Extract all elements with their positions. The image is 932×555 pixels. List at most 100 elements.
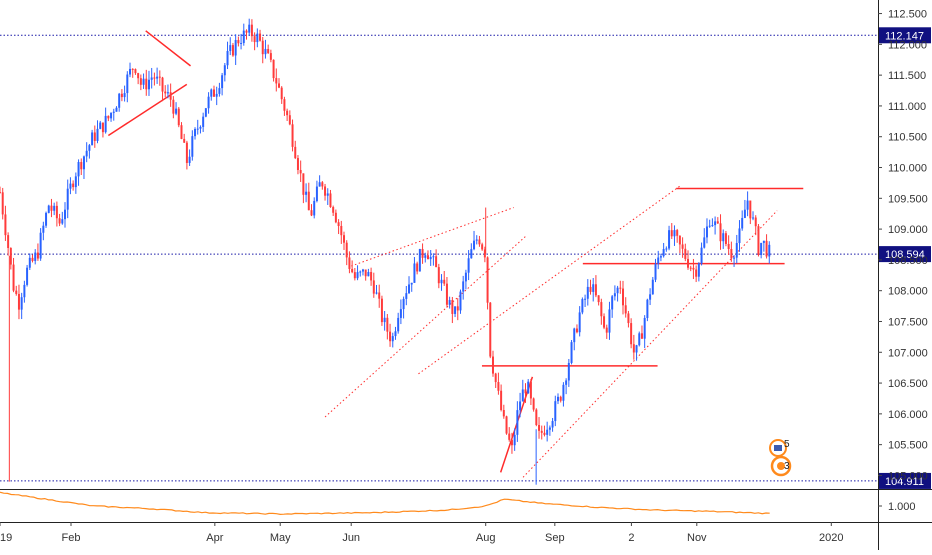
candle-body [494, 373, 497, 383]
candle-body [375, 292, 378, 294]
candle-body [164, 91, 167, 94]
candle-body [145, 78, 148, 90]
candle-body [318, 182, 321, 187]
candle-body [389, 331, 392, 342]
y-tick-label: 109.500 [888, 193, 928, 205]
candle-body [383, 317, 386, 323]
candle-body [627, 313, 630, 324]
candle-body [760, 242, 763, 255]
candle-body [705, 226, 708, 238]
candle-body [695, 269, 698, 277]
candle-body [622, 288, 625, 306]
dotted-trendline [418, 185, 681, 375]
candle-body [497, 382, 500, 391]
candle-body [529, 381, 532, 399]
candle-body [551, 421, 554, 428]
flag-canton [774, 445, 782, 451]
candle-body [107, 115, 110, 119]
candle-body [234, 40, 237, 56]
candle-body [489, 302, 492, 357]
candlestick-series [0, 18, 771, 485]
candle-body [291, 124, 294, 147]
candle-body [502, 409, 505, 417]
candle-body [687, 258, 690, 268]
candle-body [242, 30, 245, 43]
candle-body [670, 230, 673, 237]
candle-body [638, 333, 641, 346]
candle-body [229, 45, 232, 52]
event-badge[interactable]: 53 [769, 439, 792, 477]
drawn-trendlines [107, 30, 804, 478]
candle-body [367, 272, 370, 277]
candle-body [659, 256, 662, 258]
candle-body [611, 296, 614, 310]
candle-body [643, 317, 646, 339]
candle-body [80, 162, 83, 170]
candle-body [61, 219, 64, 224]
level-price-label: 104.911 [885, 476, 924, 488]
candle-body [88, 145, 91, 151]
candle-body [714, 221, 717, 226]
candle-body [722, 233, 725, 242]
candle-body [36, 252, 39, 259]
candle-body [17, 293, 20, 310]
candle-body [283, 99, 286, 111]
candle-body [757, 226, 760, 255]
candle-body [183, 138, 186, 143]
candle-body [324, 186, 327, 196]
candle-body [12, 264, 15, 291]
candle-body [175, 108, 178, 114]
candle-body [519, 401, 522, 411]
candle-body [131, 68, 134, 70]
level-price-label-bg [879, 472, 931, 489]
candle-body [261, 40, 264, 55]
dotted-trendline [324, 234, 528, 418]
candle-body [93, 132, 96, 141]
candle-body [72, 183, 75, 188]
candle-body [343, 235, 346, 243]
level-price-label: 112.147 [885, 30, 924, 42]
candle-body [451, 300, 454, 314]
candle-body [313, 200, 316, 216]
candle-body [481, 244, 484, 250]
candle-body [527, 381, 530, 394]
candle-body [746, 200, 749, 210]
candle-body [364, 269, 367, 277]
candle-body [584, 298, 587, 300]
badge-value: 5 [784, 439, 790, 450]
candle-body [408, 284, 411, 294]
candle-body [47, 205, 50, 213]
candle-body [462, 281, 465, 292]
x-tick-label: 2 [628, 532, 634, 544]
candle-body [692, 267, 695, 270]
candle-body [129, 68, 132, 75]
candle-body [231, 45, 234, 56]
candle-body [310, 210, 313, 216]
candle-body [413, 263, 416, 283]
horizontal-levels: 112.147 108.594 104.911 [0, 27, 931, 489]
candle-body [467, 258, 470, 273]
candle-body [15, 290, 18, 294]
candle-body [99, 122, 102, 129]
candle-body [180, 125, 183, 139]
candle-body [248, 24, 251, 33]
candle-body [586, 286, 589, 299]
candle-body [426, 255, 429, 260]
candle-body [334, 212, 337, 223]
candle-body [397, 317, 400, 332]
candle-body [473, 240, 476, 250]
candle-body [370, 272, 373, 281]
candle-body [727, 243, 730, 250]
x-tick-label: Nov [687, 532, 707, 544]
candle-body [204, 108, 207, 117]
candle-body [207, 96, 210, 109]
candle-body [700, 247, 703, 264]
candle-body [738, 228, 741, 244]
candle-body [741, 217, 744, 229]
candle-body [66, 188, 69, 210]
candle-body [321, 182, 324, 187]
candle-body [245, 30, 248, 33]
candle-body [733, 257, 736, 259]
